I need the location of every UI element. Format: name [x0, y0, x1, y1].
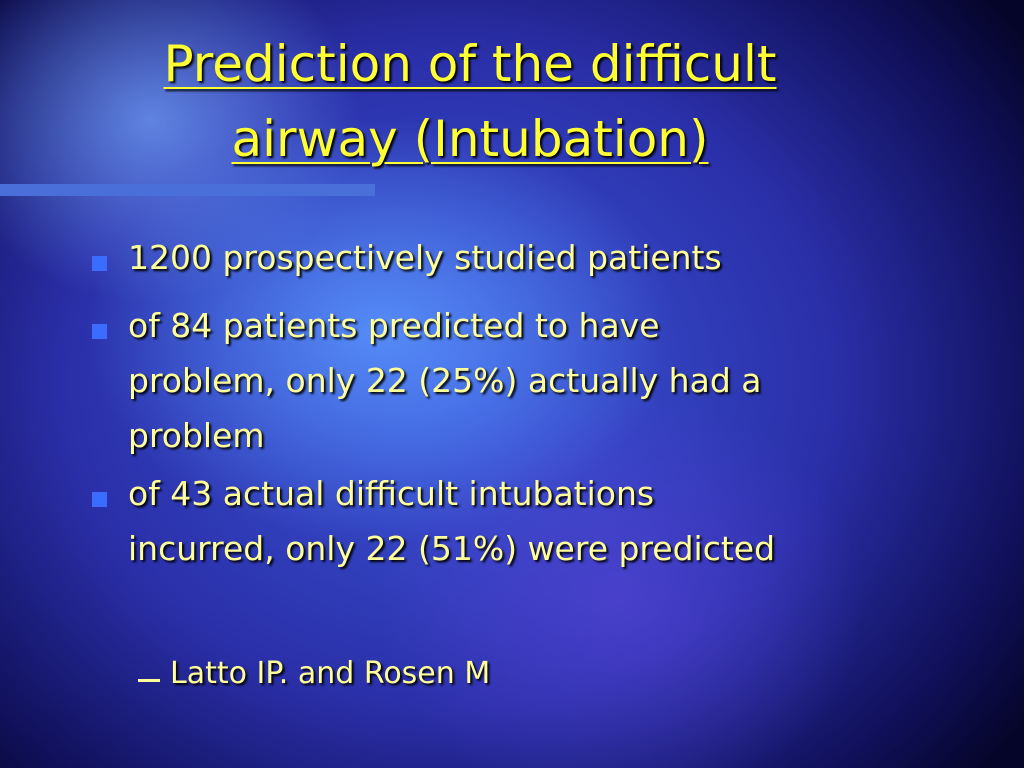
slide-title: airway (Intubation) [231, 110, 709, 168]
sub-bullet: Latto IP. and Rosen M [170, 656, 491, 691]
bullet-text: of 84 patients predicted to have [128, 306, 660, 345]
bullet-text: 1200 prospectively studied patients [128, 238, 722, 277]
bullet-text: problem [128, 416, 265, 455]
title-bar [0, 184, 375, 196]
bullet-text: of 43 actual difficult intubations [128, 474, 655, 513]
sub-bullet-marker [138, 679, 160, 682]
bullet-marker [92, 492, 107, 507]
bullet-marker [92, 324, 107, 339]
slide-title: Prediction of the difficult [163, 35, 777, 93]
bullet-marker [92, 256, 107, 271]
bullet-text: problem, only 22 (25%) actually had a [128, 361, 762, 400]
bullet-text: incurred, only 22 (51%) were predicted [128, 529, 776, 568]
